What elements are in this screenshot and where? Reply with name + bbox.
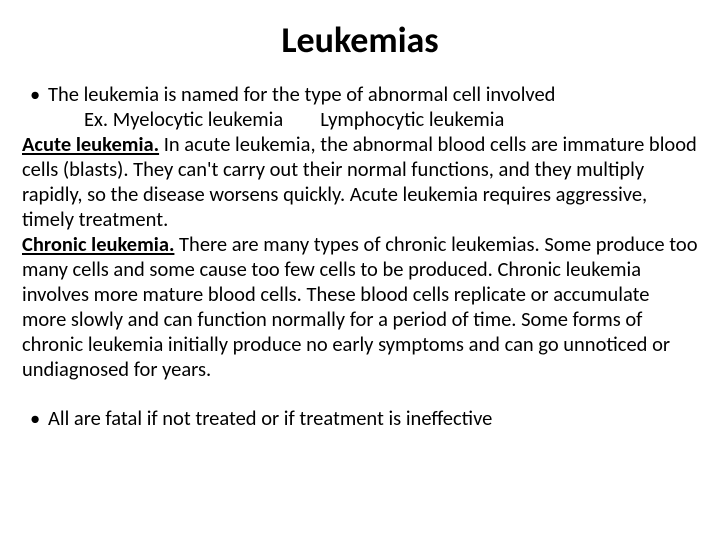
bullet-marker: • [22,82,48,107]
acute-heading: Acute leukemia. [22,131,159,157]
slide-body: • The leukemia is named for the type of … [22,82,698,431]
example-line: Ex. Myelocytic leukemia Lymphocytic leuk… [22,107,698,132]
slide-title: Leukemias [22,18,698,62]
chronic-heading: Chronic leukemia. [22,231,174,257]
acute-paragraph: Acute leukemia. In acute leukemia, the a… [22,132,698,232]
bullet-item-2: • All are fatal if not treated or if tre… [22,406,698,431]
bullet-text-2: All are fatal if not treated or if treat… [48,406,698,431]
chronic-paragraph: Chronic leukemia. There are many types o… [22,232,698,382]
bullet-text-1: The leukemia is named for the type of ab… [48,82,698,107]
bullet-item-1: • The leukemia is named for the type of … [22,82,698,107]
bullet-marker: • [22,406,48,431]
